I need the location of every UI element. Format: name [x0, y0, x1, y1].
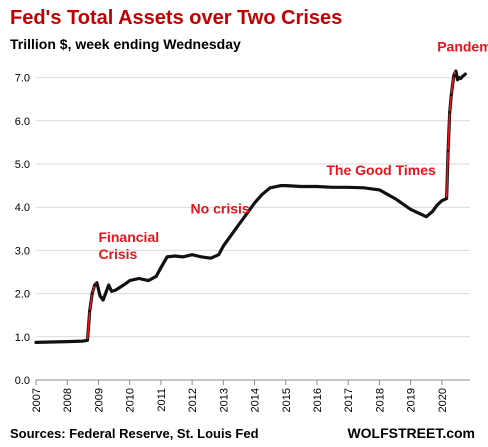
data-point — [431, 210, 434, 213]
data-point — [93, 283, 96, 287]
data-point — [450, 93, 453, 97]
chart-subtitle: Trillion $, week ending Wednesday — [10, 36, 241, 52]
axes: 0.0 1.0 2.0 3.0 4.0 5.0 6.0 7.0 2007 2008 2009 2010… — [15, 73, 470, 412]
y-tick-label: 4.0 — [15, 202, 30, 214]
x-tick-label: 2011 — [156, 388, 168, 412]
data-point — [409, 208, 412, 211]
y-tick-label: 3.0 — [15, 245, 30, 257]
data-point — [222, 244, 225, 248]
x-tick-label: 2016 — [312, 388, 324, 412]
data-point — [147, 279, 150, 282]
x-tick-label: 2013 — [218, 388, 230, 412]
data-point — [34, 341, 38, 344]
y-tick-label: 1.0 — [15, 332, 30, 344]
data-point — [456, 78, 459, 81]
data-point — [91, 292, 94, 295]
data-point — [315, 185, 319, 188]
x-tick-label: 2018 — [374, 388, 386, 412]
data-point — [347, 186, 350, 189]
data-point — [50, 340, 53, 344]
x-tick-label: 2017 — [343, 388, 355, 412]
data-point — [253, 201, 256, 205]
data-point — [66, 340, 69, 343]
data-point — [261, 193, 264, 196]
data-point — [190, 253, 194, 256]
x-tick-label: 2008 — [62, 388, 74, 412]
data-point — [237, 223, 241, 226]
data-point — [86, 339, 89, 342]
source-note: Sources: Federal Reserve, St. Louis Fed — [10, 426, 259, 441]
y-tick-label: 7.0 — [15, 73, 30, 85]
data-point — [155, 275, 158, 278]
data-point — [209, 256, 213, 260]
x-tick-label: 2015 — [281, 388, 293, 412]
data-point — [452, 74, 455, 77]
x-tick-label: 2014 — [250, 388, 262, 412]
x-tick-label: 2019 — [406, 388, 418, 412]
data-point — [107, 283, 110, 287]
x-tick-label: 2020 — [437, 388, 449, 412]
data-point — [378, 188, 381, 192]
data-point — [181, 255, 184, 259]
brand-logo: WOLFSTREET.com — [347, 425, 475, 441]
series-layer — [34, 69, 467, 344]
data-point — [217, 253, 220, 256]
data-point — [245, 212, 248, 215]
x-tick-label: 2007 — [31, 388, 43, 412]
annotation-label: Financial — [98, 229, 159, 245]
data-point — [165, 255, 169, 259]
data-point — [268, 186, 272, 189]
annotation-label: Pandemic — [437, 39, 488, 55]
annotation-label: Crisis — [98, 246, 137, 262]
data-point — [128, 279, 131, 282]
data-point — [440, 199, 444, 202]
data-point — [105, 290, 108, 293]
y-tick-label: 2.0 — [15, 289, 30, 301]
data-point — [173, 254, 177, 258]
y-tick-label: 6.0 — [15, 116, 30, 128]
data-point — [159, 266, 163, 269]
x-tick-label: 2012 — [187, 388, 199, 412]
x-tick-label: 2010 — [125, 388, 137, 412]
x-tick-label: 2009 — [93, 388, 105, 412]
data-point — [436, 203, 439, 207]
data-point — [448, 110, 451, 114]
highlight-segment — [445, 70, 457, 200]
data-point — [454, 69, 458, 73]
data-point — [137, 277, 141, 280]
data-point — [393, 197, 397, 200]
annotation-label: The Good Times — [326, 162, 436, 178]
data-point — [464, 72, 467, 76]
y-tick-label: 0.0 — [15, 375, 30, 387]
data-point — [279, 184, 283, 187]
data-point — [81, 339, 85, 343]
data-point — [98, 294, 102, 297]
data-point — [425, 215, 428, 218]
data-point — [88, 309, 91, 313]
data-point — [95, 281, 99, 284]
y-tick-label: 5.0 — [15, 159, 30, 171]
data-point — [200, 255, 203, 259]
data-point — [300, 185, 303, 188]
data-point — [229, 234, 233, 237]
data-point — [362, 186, 366, 189]
data-point — [119, 285, 122, 289]
data-point — [331, 186, 334, 189]
data-point — [446, 149, 450, 153]
data-point — [460, 75, 464, 78]
data-point — [101, 298, 105, 302]
data-point — [459, 77, 462, 80]
gridlines — [36, 77, 470, 338]
data-point — [445, 197, 448, 200]
chart-title: Fed's Total Assets over Two Crises — [10, 7, 342, 29]
annotation-label: No crisis — [191, 201, 250, 217]
data-point — [114, 288, 117, 292]
data-point — [110, 290, 113, 293]
data-point — [284, 184, 287, 187]
data-point — [123, 282, 127, 286]
